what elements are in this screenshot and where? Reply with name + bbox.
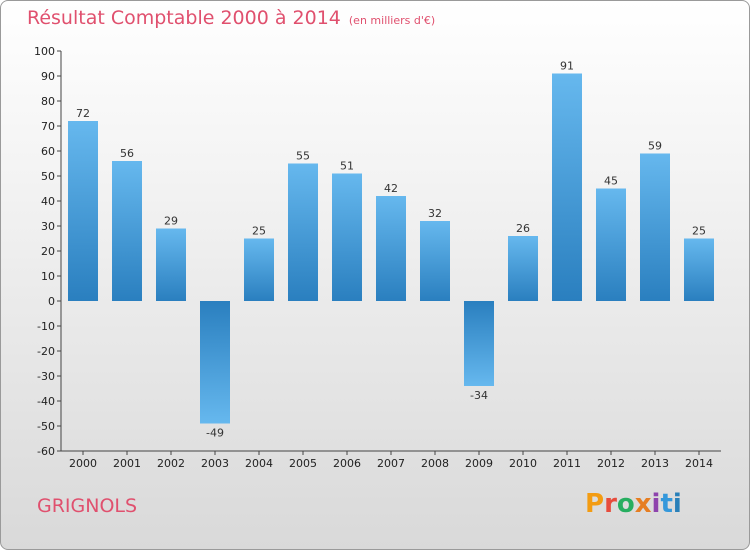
bar-2001 — [112, 161, 142, 301]
logo-letter: t — [660, 489, 673, 519]
x-tick-label: 2014 — [685, 457, 713, 470]
y-tick-label: 20 — [41, 245, 55, 258]
value-label: 25 — [692, 225, 706, 238]
x-tick-label: 2008 — [421, 457, 449, 470]
y-tick-label: 30 — [41, 220, 55, 233]
value-label: 59 — [648, 140, 662, 153]
bar-2005 — [288, 163, 318, 301]
bar-2013 — [640, 153, 670, 301]
y-tick-label: 0 — [48, 295, 55, 308]
x-tick-label: 2012 — [597, 457, 625, 470]
value-label: -49 — [206, 427, 224, 440]
value-label: 91 — [560, 60, 574, 73]
value-label: -34 — [470, 389, 488, 402]
bar-2014 — [684, 238, 714, 301]
bar-2011 — [552, 73, 582, 301]
x-tick-label: 2006 — [333, 457, 361, 470]
y-tick-label: 10 — [41, 270, 55, 283]
x-tick-label: 2004 — [245, 457, 273, 470]
y-tick-label: 40 — [41, 195, 55, 208]
value-label: 56 — [120, 147, 134, 160]
x-tick-label: 2011 — [553, 457, 581, 470]
y-tick-label: -10 — [37, 320, 55, 333]
proxiti-logo: Proxiti — [585, 489, 682, 519]
bar-2006 — [332, 173, 362, 301]
bar-2004 — [244, 238, 274, 301]
logo-letter: i — [672, 489, 682, 519]
x-tick-label: 2000 — [69, 457, 97, 470]
logo-letter: x — [634, 489, 652, 519]
value-label: 29 — [164, 215, 178, 228]
value-label: 45 — [604, 175, 618, 188]
bar-2000 — [68, 121, 98, 301]
x-tick-label: 2002 — [157, 457, 185, 470]
value-label: 25 — [252, 225, 266, 238]
x-tick-label: 2009 — [465, 457, 493, 470]
value-label: 26 — [516, 222, 530, 235]
value-label: 51 — [340, 160, 354, 173]
y-tick-label: 90 — [41, 70, 55, 83]
y-tick-label: -40 — [37, 395, 55, 408]
bar-2012 — [596, 188, 626, 301]
y-tick-label: -20 — [37, 345, 55, 358]
bar-2010 — [508, 236, 538, 301]
title-text: Résultat Comptable 2000 à 2014 — [27, 7, 341, 29]
chart-title: Résultat Comptable 2000 à 2014 (en millie… — [27, 7, 435, 29]
chart-subtitle: (en milliers d'€) — [348, 14, 436, 27]
bar-chart: 1009080706050403020100-10-20-30-40-50-60… — [34, 45, 721, 470]
value-label: 42 — [384, 182, 398, 195]
y-tick-label: 100 — [34, 45, 55, 58]
bar-2008 — [420, 221, 450, 301]
x-tick-label: 2013 — [641, 457, 669, 470]
bar-2009 — [464, 301, 494, 386]
y-tick-label: 80 — [41, 95, 55, 108]
logo-letter: o — [616, 489, 635, 519]
bar-2002 — [156, 228, 186, 301]
y-tick-label: -60 — [37, 445, 55, 458]
x-tick-label: 2001 — [113, 457, 141, 470]
value-label: 32 — [428, 207, 442, 220]
commune-name: GRIGNOLS — [37, 495, 138, 517]
x-tick-label: 2007 — [377, 457, 405, 470]
y-tick-label: 70 — [41, 120, 55, 133]
y-tick-label: 50 — [41, 170, 55, 183]
logo-letter: i — [651, 489, 661, 519]
x-tick-label: 2003 — [201, 457, 229, 470]
logo-letter: r — [604, 489, 617, 519]
y-tick-label: -30 — [37, 370, 55, 383]
value-label: 55 — [296, 150, 310, 163]
y-tick-label: 60 — [41, 145, 55, 158]
x-tick-label: 2010 — [509, 457, 537, 470]
y-tick-label: -50 — [37, 420, 55, 433]
bar-2007 — [376, 196, 406, 301]
x-tick-label: 2005 — [289, 457, 317, 470]
logo-letter: P — [585, 489, 605, 519]
value-label: 72 — [76, 107, 90, 120]
bar-2003 — [200, 301, 230, 424]
